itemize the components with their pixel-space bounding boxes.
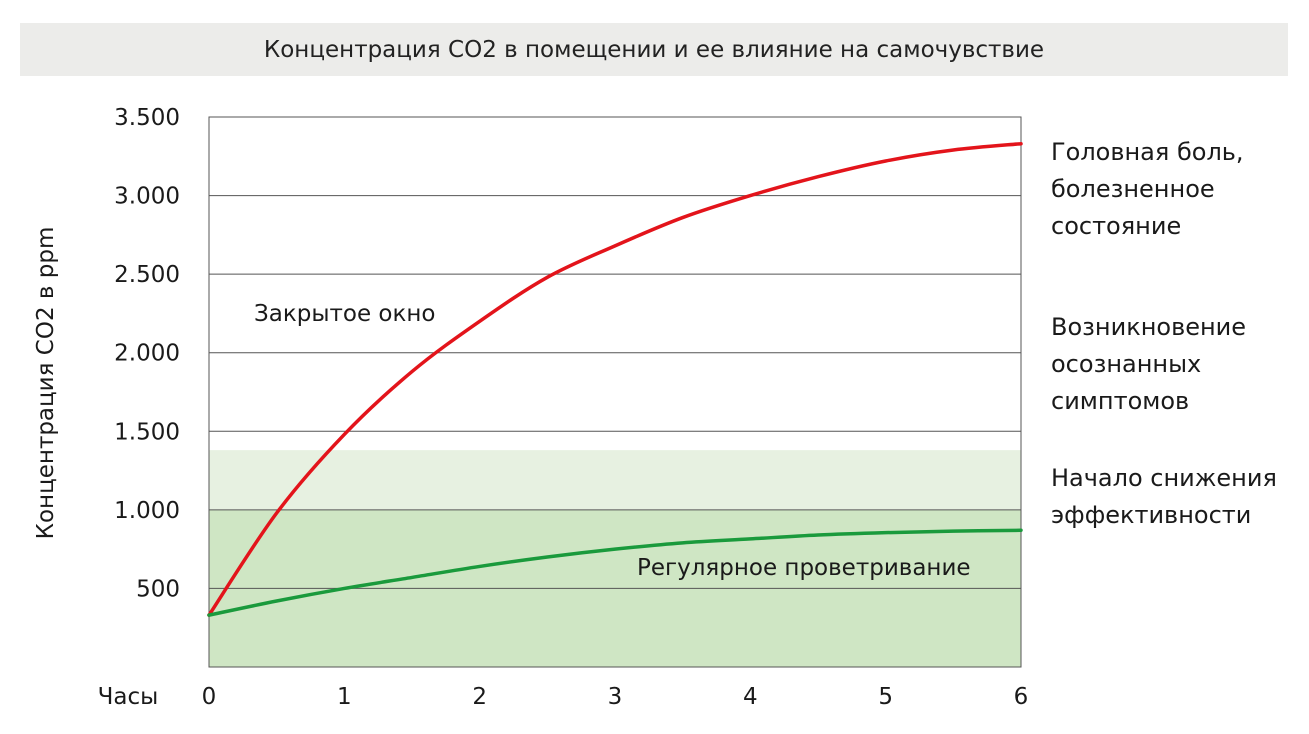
plot-frame bbox=[208, 116, 1022, 668]
symptom-label: симптомов bbox=[1051, 387, 1189, 415]
x-tick-label: 6 bbox=[1014, 684, 1029, 710]
chart-title-bar: Концентрация СО2 в помещении и ее влияни… bbox=[20, 23, 1288, 76]
x-axis-label: Часы bbox=[98, 684, 159, 710]
y-tick-label: 2.500 bbox=[114, 262, 180, 288]
y-tick-label: 2.000 bbox=[114, 341, 180, 367]
y-axis-label: Концентрация СО2 в ppm bbox=[33, 227, 59, 540]
symptom-label: состояние bbox=[1051, 212, 1181, 240]
y-tick-label: 1.500 bbox=[114, 419, 180, 445]
series-lines bbox=[207, 141, 1023, 617]
symptom-label: осознанных bbox=[1051, 350, 1201, 378]
symptom-label: Возникновение bbox=[1051, 313, 1246, 341]
x-tick-label: 4 bbox=[743, 684, 758, 710]
symptom-label: болезненное bbox=[1051, 175, 1215, 203]
x-tick-label: 2 bbox=[472, 684, 487, 710]
symptom-label: эффективности bbox=[1051, 501, 1251, 529]
plot-border bbox=[208, 116, 1022, 668]
x-tick-label: 3 bbox=[608, 684, 623, 710]
grid-lines bbox=[209, 195, 1021, 589]
symptom-labels: Головная боль, болезненное состояние Возник… bbox=[1051, 138, 1277, 529]
y-tick-labels: 500 1.000 1.500 2.000 2.500 3.000 3.500 bbox=[114, 105, 180, 602]
series-line-1 bbox=[207, 528, 1023, 617]
chart-title: Концентрация СО2 в помещении и ее влияни… bbox=[263, 36, 1045, 63]
x-tick-label: 0 bbox=[202, 684, 217, 710]
y-tick-label: 3.000 bbox=[114, 184, 180, 210]
y-tick-label: 3.500 bbox=[114, 105, 180, 131]
ventilation-annotation: Регулярное проветривание bbox=[637, 555, 971, 581]
symptom-label: Начало снижения bbox=[1051, 464, 1277, 492]
x-tick-label: 5 bbox=[878, 684, 893, 710]
symptom-label: Головная боль, bbox=[1051, 138, 1244, 166]
y-tick-label: 500 bbox=[136, 576, 180, 602]
closed-window-annotation: Закрытое окно bbox=[254, 301, 436, 327]
series-line-0 bbox=[207, 141, 1023, 617]
band-1 bbox=[209, 450, 1021, 510]
x-tick-labels: 0 1 2 3 4 5 6 bbox=[202, 684, 1029, 710]
x-tick-label: 1 bbox=[337, 684, 352, 710]
y-tick-label: 1.000 bbox=[114, 498, 180, 524]
